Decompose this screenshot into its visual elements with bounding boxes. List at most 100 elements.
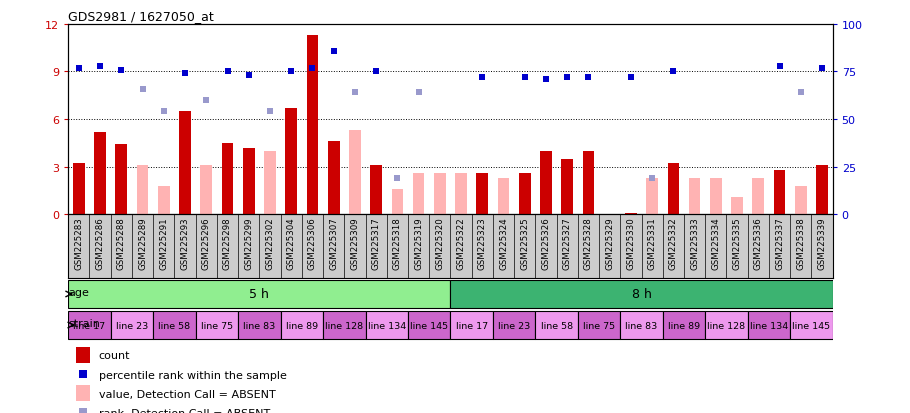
Text: line 58: line 58	[158, 321, 190, 330]
Text: GSM225304: GSM225304	[287, 217, 296, 269]
Bar	[668, 164, 679, 215]
Text: line 58: line 58	[541, 321, 572, 330]
Text: GSM225283: GSM225283	[75, 217, 84, 269]
Text: value, Detection Call = ABSENT: value, Detection Call = ABSENT	[99, 389, 276, 399]
Bar	[535, 311, 578, 339]
Text: age: age	[68, 288, 89, 298]
Bar	[434, 173, 446, 215]
Bar	[455, 173, 467, 215]
Bar	[68, 311, 111, 339]
Bar	[95, 133, 106, 215]
Text: line 23: line 23	[116, 321, 148, 330]
Text: GDS2981 / 1627050_at: GDS2981 / 1627050_at	[68, 10, 214, 23]
Bar	[328, 142, 339, 215]
Text: line 83: line 83	[243, 321, 276, 330]
Bar	[366, 311, 408, 339]
Text: rank, Detection Call = ABSENT: rank, Detection Call = ABSENT	[99, 408, 270, 413]
Bar	[243, 148, 255, 215]
Text: GSM225289: GSM225289	[138, 217, 147, 269]
Text: GSM225335: GSM225335	[733, 217, 742, 269]
Text: GSM225288: GSM225288	[116, 217, 126, 269]
Text: GSM225298: GSM225298	[223, 217, 232, 269]
Bar	[391, 190, 403, 215]
Bar	[578, 311, 621, 339]
Text: line 134: line 134	[750, 321, 788, 330]
Text: line 17: line 17	[456, 321, 488, 330]
Bar	[200, 166, 212, 215]
Text: GSM225309: GSM225309	[350, 217, 359, 269]
Text: line 134: line 134	[368, 321, 406, 330]
Bar	[408, 311, 450, 339]
Bar	[136, 166, 148, 215]
Bar	[349, 131, 360, 215]
Text: GSM225328: GSM225328	[584, 217, 593, 269]
Text: GSM225318: GSM225318	[393, 217, 402, 269]
Text: GSM225338: GSM225338	[796, 217, 805, 269]
Bar	[625, 213, 637, 215]
Bar	[705, 311, 748, 339]
Text: GSM225327: GSM225327	[562, 217, 571, 269]
Text: GSM225286: GSM225286	[96, 217, 105, 269]
Text: 5 h: 5 h	[249, 288, 269, 301]
Text: line 17: line 17	[74, 321, 106, 330]
Bar	[158, 186, 169, 215]
Text: GSM225331: GSM225331	[648, 217, 657, 269]
Bar	[264, 152, 276, 215]
Text: GSM225299: GSM225299	[244, 217, 253, 269]
Text: GSM225330: GSM225330	[626, 217, 635, 269]
Bar	[68, 280, 450, 308]
Bar	[179, 112, 191, 215]
Text: line 83: line 83	[625, 321, 658, 330]
Text: line 145: line 145	[793, 321, 831, 330]
Bar	[662, 311, 705, 339]
Bar	[323, 311, 366, 339]
Text: line 75: line 75	[583, 321, 615, 330]
Bar	[541, 152, 551, 215]
Text: GSM225323: GSM225323	[478, 217, 487, 269]
Text: GSM225319: GSM225319	[414, 217, 423, 269]
Text: line 23: line 23	[498, 321, 531, 330]
Bar	[795, 186, 806, 215]
Text: GSM225296: GSM225296	[202, 217, 211, 269]
Bar	[286, 109, 297, 215]
Bar	[280, 311, 323, 339]
Bar	[76, 386, 90, 401]
Text: GSM225324: GSM225324	[499, 217, 508, 269]
Text: GSM225329: GSM225329	[605, 217, 614, 269]
Bar	[413, 173, 424, 215]
Bar	[710, 178, 722, 215]
Bar	[116, 145, 127, 215]
Bar	[748, 311, 790, 339]
Text: GSM225306: GSM225306	[308, 217, 317, 269]
Bar	[582, 152, 594, 215]
Bar	[477, 173, 488, 215]
Text: GSM225307: GSM225307	[329, 217, 339, 269]
Text: percentile rank within the sample: percentile rank within the sample	[99, 370, 287, 380]
Bar	[816, 166, 828, 215]
Bar	[493, 311, 535, 339]
Bar	[561, 159, 573, 215]
Bar	[153, 311, 196, 339]
Text: GSM225325: GSM225325	[521, 217, 530, 269]
Bar	[196, 311, 238, 339]
Bar	[753, 178, 764, 215]
Bar	[774, 171, 785, 215]
Text: GSM225302: GSM225302	[266, 217, 275, 269]
Bar	[450, 280, 833, 308]
Bar	[621, 311, 662, 339]
Bar	[498, 178, 510, 215]
Bar	[111, 311, 153, 339]
Text: 8 h: 8 h	[632, 288, 652, 301]
Text: GSM225326: GSM225326	[541, 217, 551, 269]
Text: GSM225322: GSM225322	[457, 217, 466, 269]
Bar	[519, 173, 531, 215]
Text: GSM225320: GSM225320	[435, 217, 444, 269]
Bar	[307, 36, 318, 215]
Text: GSM225332: GSM225332	[669, 217, 678, 269]
Text: line 89: line 89	[286, 321, 318, 330]
Text: line 145: line 145	[410, 321, 449, 330]
Text: line 128: line 128	[325, 321, 363, 330]
Text: GSM225339: GSM225339	[817, 217, 826, 269]
Bar	[73, 164, 85, 215]
Text: GSM225291: GSM225291	[159, 217, 168, 269]
